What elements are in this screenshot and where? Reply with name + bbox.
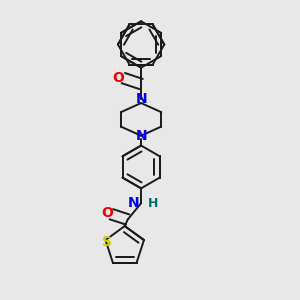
Text: O: O xyxy=(112,71,124,85)
Text: N: N xyxy=(135,92,147,106)
Text: O: O xyxy=(101,206,113,220)
Text: N: N xyxy=(135,129,147,143)
Text: H: H xyxy=(148,197,158,210)
Text: S: S xyxy=(102,235,112,248)
Text: N: N xyxy=(128,196,140,210)
